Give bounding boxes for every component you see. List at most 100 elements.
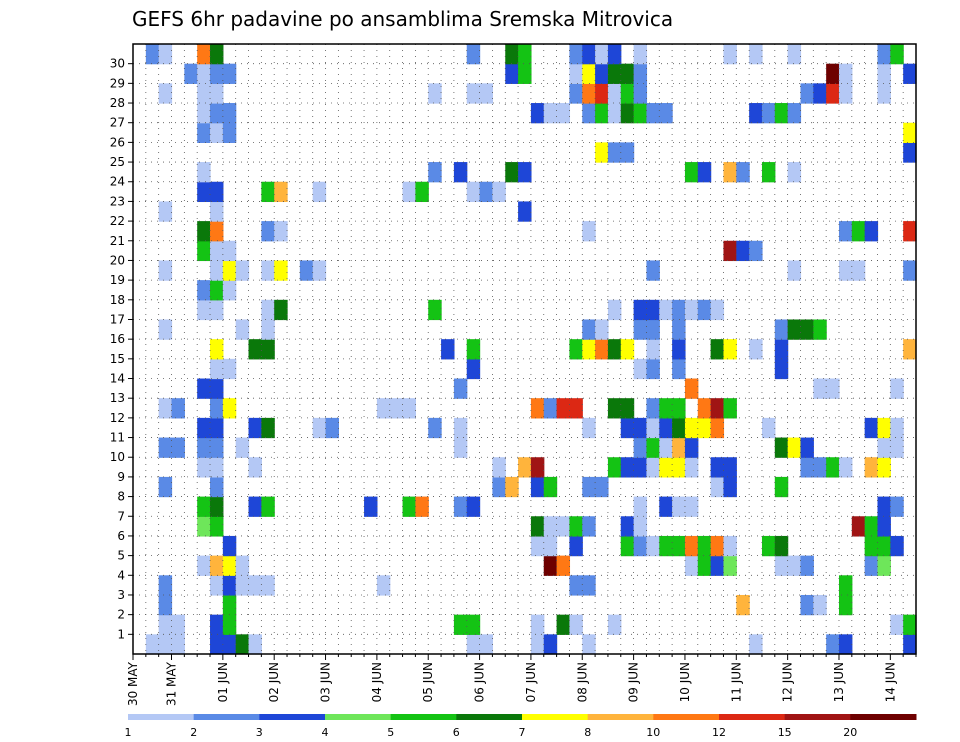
- heatmap-cell: [903, 614, 917, 635]
- heatmap-cell: [774, 437, 789, 458]
- heatmap-cell: [723, 555, 737, 576]
- heatmap-cell: [723, 457, 737, 478]
- heatmap-cell: [800, 437, 814, 458]
- heatmap-cell: [158, 319, 173, 340]
- heatmap-cell: [210, 614, 224, 635]
- legend-label: 3: [256, 726, 263, 739]
- chart-title: GEFS 6hr padavine po ansamblima Sremska …: [132, 7, 673, 31]
- heatmap-cell: [697, 417, 712, 439]
- heatmap-cell: [903, 260, 917, 281]
- heatmap-cell: [838, 594, 853, 616]
- heatmap-cell: [518, 162, 532, 183]
- heatmap-cell: [466, 358, 481, 380]
- heatmap-cell: [543, 476, 558, 498]
- legend-swatch: [850, 714, 917, 720]
- legend-swatch: [522, 714, 589, 720]
- plot-frame: [132, 43, 917, 655]
- heatmap-cell: [261, 181, 275, 203]
- heatmap-cell: [543, 516, 558, 537]
- heatmap-cell: [749, 634, 763, 655]
- heatmap-cell: [620, 516, 635, 537]
- heatmap-cell: [646, 339, 660, 360]
- heatmap-cell: [158, 44, 173, 65]
- heatmap-cell: [620, 83, 635, 104]
- heatmap-cell: [684, 299, 699, 321]
- heatmap-cell: [210, 358, 224, 380]
- legend-swatch: [784, 714, 851, 720]
- heatmap-cell: [607, 63, 622, 84]
- heatmap-cell: [697, 299, 712, 321]
- heatmap-cell: [595, 319, 609, 340]
- heatmap-cell: [723, 535, 737, 557]
- heatmap-cell: [235, 555, 250, 576]
- heatmap-cell: [633, 535, 648, 557]
- heatmap-cell: [171, 398, 185, 419]
- heatmap-cell: [826, 457, 840, 478]
- heatmap-cell: [633, 496, 648, 517]
- legend-label: 6: [453, 726, 460, 739]
- heatmap-cell: [723, 398, 737, 419]
- heatmap-cell: [402, 496, 416, 517]
- heatmap-cell: [466, 44, 481, 65]
- heatmap-cell: [248, 575, 262, 596]
- heatmap-cell: [569, 339, 583, 360]
- heatmap-cell: [222, 280, 237, 301]
- x-tick-label: 14 JUN: [883, 662, 897, 702]
- heatmap-cell: [787, 319, 802, 340]
- x-tick-label: 05 JUN: [421, 662, 435, 702]
- y-tick-label: 6: [117, 529, 125, 543]
- heatmap-cell: [158, 614, 173, 635]
- color-legend: 1 2 3 4 5 6 7 8 10 12 15 20: [125, 714, 917, 739]
- heatmap-cell: [903, 122, 917, 143]
- heatmap-cell: [505, 63, 519, 84]
- heatmap-cell: [736, 594, 750, 616]
- heatmap-cell: [261, 575, 275, 596]
- heatmap-cell: [210, 496, 224, 517]
- heatmap-cell: [826, 63, 840, 84]
- heatmap-cell: [620, 63, 635, 84]
- y-tick-label: 20: [110, 253, 125, 267]
- x-tick-label: 13 JUN: [832, 662, 846, 702]
- heatmap-cell: [620, 142, 635, 163]
- heatmap-cell: [710, 417, 725, 439]
- heatmap-cell: [505, 162, 519, 183]
- heatmap-cell: [749, 44, 763, 65]
- heatmap-cell: [569, 44, 583, 65]
- heatmap-cell: [890, 44, 904, 65]
- heatmap-cell: [672, 417, 686, 439]
- heatmap-cell: [646, 417, 660, 439]
- heatmap-cell: [210, 516, 224, 537]
- heatmap-cell: [518, 457, 532, 478]
- heatmap-cell: [838, 260, 853, 281]
- heatmap-cell: [877, 555, 891, 576]
- heatmap-cell: [210, 634, 224, 655]
- heatmap-cell: [710, 457, 725, 478]
- x-tick-label: 08 JUN: [575, 662, 589, 702]
- heatmap-cell: [145, 44, 160, 65]
- heatmap-cell: [197, 181, 211, 203]
- heatmap-cell: [710, 535, 725, 557]
- heatmap-cell: [274, 260, 288, 281]
- y-tick-label: 22: [110, 214, 125, 228]
- y-tick-label: 3: [117, 588, 125, 602]
- heatmap-cell: [312, 181, 327, 203]
- heatmap-cell: [518, 44, 532, 65]
- heatmap-cell: [710, 299, 725, 321]
- heatmap-cell: [197, 417, 211, 439]
- heatmap-cell: [710, 476, 725, 498]
- heatmap-cell: [646, 398, 660, 419]
- heatmap-cell: [877, 496, 891, 517]
- heatmap-cell: [877, 535, 891, 557]
- heatmap-cell: [890, 417, 904, 439]
- x-tick-label: 01 JUN: [216, 662, 230, 702]
- heatmap-cell: [158, 575, 173, 596]
- heatmap-cell: [197, 221, 211, 242]
- heatmap-cell: [453, 417, 468, 439]
- heatmap-cell: [158, 594, 173, 616]
- heatmap-cell: [633, 516, 648, 537]
- heatmap-cell: [607, 299, 622, 321]
- heatmap-cell: [659, 457, 673, 478]
- heatmap-cell: [518, 201, 532, 222]
- heatmap-cell: [582, 516, 596, 537]
- heatmap-cell: [197, 299, 211, 321]
